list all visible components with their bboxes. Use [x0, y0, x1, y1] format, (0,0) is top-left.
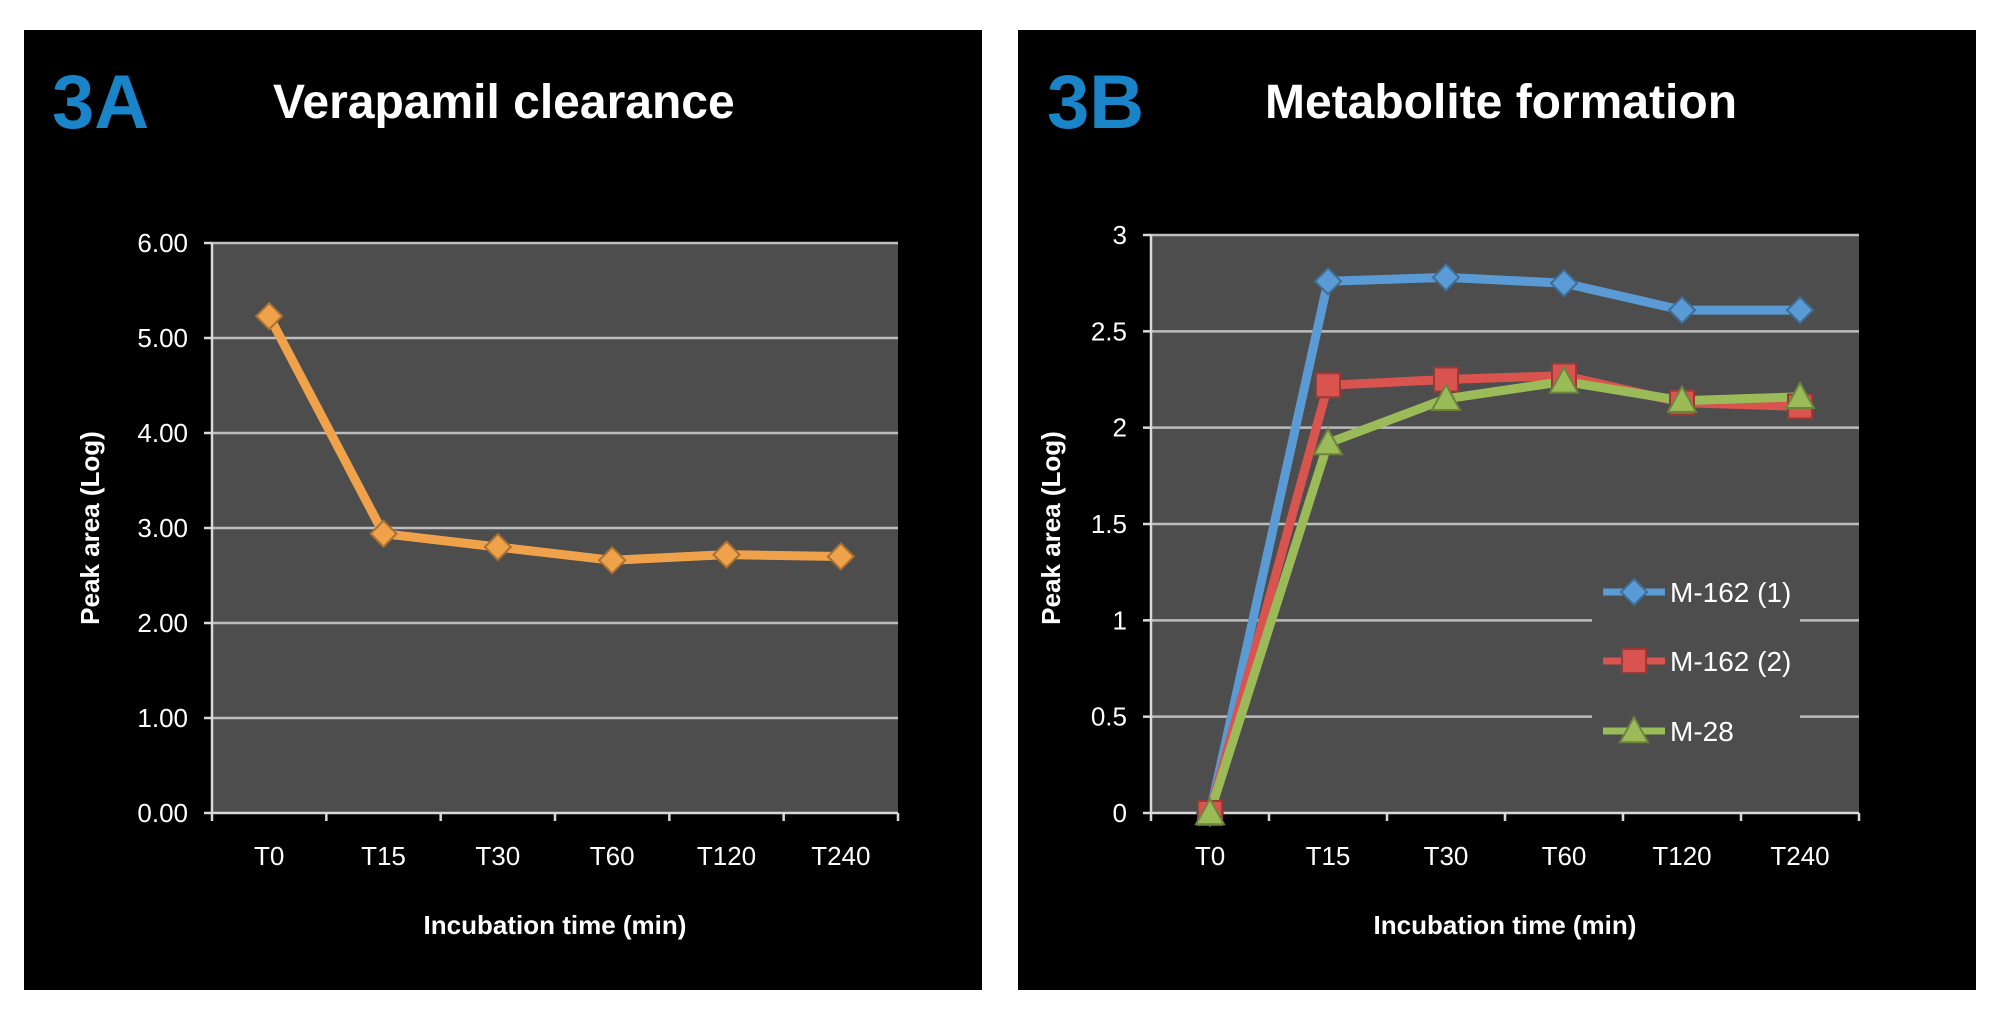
x-tick-label: T60	[590, 841, 635, 871]
y-tick-label: 4.00	[137, 418, 188, 448]
data-point-series-0	[1313, 266, 1343, 296]
series-line-0	[1205, 272, 1805, 818]
y-tick-label: 3.00	[137, 513, 188, 543]
panel-3a-axes	[210, 243, 898, 815]
y-tick-label: 2.5	[1091, 316, 1127, 346]
panel-3b: 3B Metabolite formation 0 0.5 1 1.5 2 2.5 3 T0…	[1018, 30, 1976, 990]
data-point-series-0	[254, 301, 284, 331]
y-tick-label: 0.5	[1091, 702, 1127, 732]
data-point-series-0	[1431, 262, 1461, 292]
data-point-series-2	[1666, 384, 1698, 413]
series-line-0	[264, 311, 846, 565]
panel-3b-title: Metabolite formation	[1265, 76, 1737, 129]
y-tick-label: 2	[1113, 413, 1127, 443]
legend-label: M-28	[1670, 716, 1734, 747]
legend-label: M-162 (2)	[1670, 646, 1791, 677]
x-tick-label: T0	[254, 841, 284, 871]
data-point-series-0	[483, 532, 513, 562]
x-tick-label: T120	[1652, 841, 1711, 871]
x-tick-label: T240	[811, 841, 870, 871]
x-tick-label: T30	[475, 841, 520, 871]
panel-3a-x-tick-labels: T0 T15 T30 T60 T120 T240	[254, 841, 870, 871]
y-tick-label: 1	[1113, 605, 1127, 635]
panel-3b-letter: 3B	[1047, 60, 1144, 145]
y-tick-label: 0.00	[137, 798, 188, 828]
legend-marker	[1619, 577, 1649, 607]
x-tick-label: T15	[361, 841, 406, 871]
y-tick-label: 0	[1113, 798, 1127, 828]
series-line-2	[1205, 376, 1805, 818]
panel-3b-x-tick-labels: T0 T15 T30 T60 T120 T240	[1195, 841, 1830, 871]
data-point-series-2	[1548, 365, 1580, 394]
data-point-series-2	[1194, 796, 1226, 826]
panel-3b-y-tick-labels: 0 0.5 1 1.5 2 2.5 3	[1091, 220, 1127, 828]
x-tick-label: T0	[1195, 841, 1225, 871]
data-point-series-0	[597, 545, 627, 575]
legend-item: M-162 (2)	[1603, 646, 1791, 677]
y-tick-label: 3	[1113, 220, 1127, 250]
panel-3a-y-axis-title: Peak area (Log)	[75, 431, 105, 625]
panel-3a-y-tick-labels: 0.00 1.00 2.00 3.00 4.00 5.00 6.00	[137, 228, 188, 828]
y-tick-label: 1.00	[137, 703, 188, 733]
panel-3a-title: Verapamil clearance	[273, 76, 735, 129]
x-tick-label: T15	[1306, 841, 1351, 871]
panel-3a-letter: 3A	[52, 60, 149, 145]
legend-marker	[1618, 714, 1650, 744]
legend-marker	[1621, 648, 1647, 674]
data-point-series-2	[1784, 380, 1816, 410]
data-point-series-0	[1667, 295, 1697, 325]
y-tick-label: 6.00	[137, 228, 188, 258]
y-tick-label: 2.00	[137, 608, 188, 638]
panel-3a-x-axis-title: Incubation time (min)	[424, 910, 687, 940]
data-point-series-0	[1785, 295, 1815, 325]
y-tick-label: 1.5	[1091, 509, 1127, 539]
legend-item: M-162 (1)	[1603, 577, 1791, 608]
data-point-series-0	[1549, 268, 1579, 298]
legend-label: M-162 (1)	[1670, 577, 1791, 608]
data-point-series-1	[1315, 372, 1341, 399]
panel-3a: 3A Verapamil clearance 0.00 1.00 2.00 3.00 4…	[24, 30, 982, 990]
panel-3b-legend: M-162 (1) M-162 (2) M-28	[1592, 556, 1800, 747]
panel-3b-series	[1194, 262, 1816, 828]
panel-3a-series	[254, 301, 856, 575]
panel-3b-axes	[1149, 235, 1859, 815]
data-point-series-0	[712, 540, 741, 570]
data-point-series-2	[1430, 382, 1462, 411]
x-tick-label: T120	[697, 841, 756, 871]
legend-item: M-28	[1603, 714, 1734, 747]
x-tick-label: T240	[1770, 841, 1829, 871]
panel-3b-y-axis-title: Peak area (Log)	[1036, 431, 1066, 625]
x-tick-label: T30	[1424, 841, 1469, 871]
data-point-series-0	[826, 542, 856, 571]
x-tick-label: T60	[1542, 841, 1587, 871]
data-point-series-0	[369, 519, 398, 549]
y-tick-label: 5.00	[137, 323, 188, 353]
panel-3b-x-axis-title: Incubation time (min)	[1374, 910, 1637, 940]
data-point-series-2	[1312, 427, 1344, 456]
